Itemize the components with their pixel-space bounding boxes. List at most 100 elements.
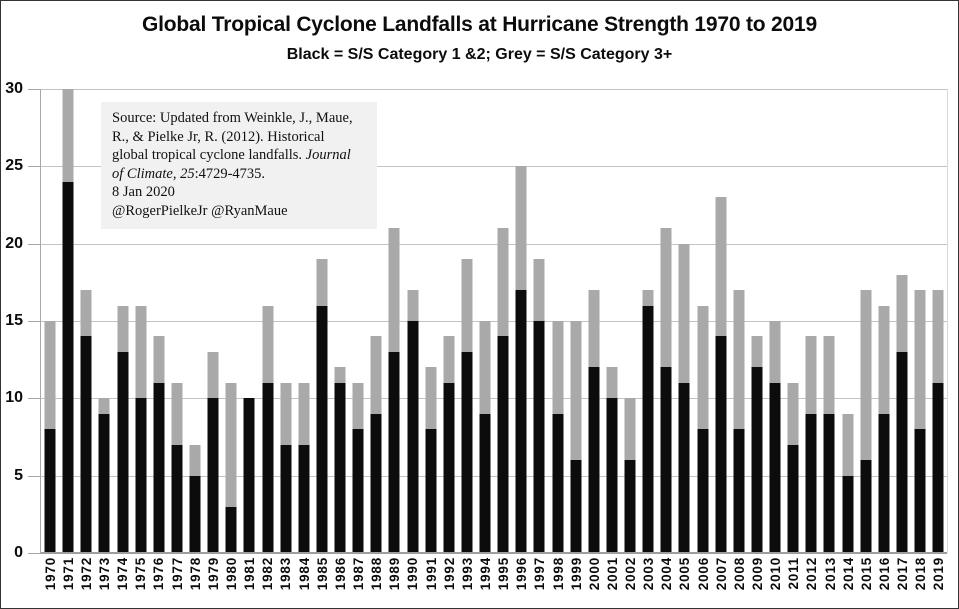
bar-column-1982 xyxy=(259,89,277,553)
x-axis-cell-1978: 1978 xyxy=(186,557,204,605)
x-axis-year-label-1989: 1989 xyxy=(387,557,403,591)
bar-segment-cat12-2002 xyxy=(624,460,636,553)
bar-column-1993 xyxy=(458,89,476,553)
bar-column-1998 xyxy=(549,89,567,553)
bar-segment-cat12-1975 xyxy=(135,398,147,553)
bar-column-1974 xyxy=(114,89,132,553)
bar-segment-cat12-1994 xyxy=(479,414,491,553)
x-axis-cell-1996: 1996 xyxy=(513,557,531,605)
bar-segment-cat3plus-1970 xyxy=(44,321,56,429)
bar-column-1980 xyxy=(222,89,240,553)
bar-segment-cat12-1997 xyxy=(533,321,545,553)
bar-column-1987 xyxy=(349,89,367,553)
bar-column-2006 xyxy=(694,89,712,553)
bar-segment-cat3plus-1983 xyxy=(280,383,292,445)
x-axis-cell-1998: 1998 xyxy=(549,557,567,605)
bar-column-2001 xyxy=(603,89,621,553)
x-axis-year-label-2017: 2017 xyxy=(895,557,911,591)
bar-column-2015 xyxy=(857,89,875,553)
x-axis-cell-1986: 1986 xyxy=(331,557,349,605)
y-tick-label-5: 5 xyxy=(14,466,23,484)
x-axis-year-label-2001: 2001 xyxy=(604,557,620,591)
bar-segment-cat12-1978 xyxy=(189,476,201,553)
bar-segment-cat12-1989 xyxy=(388,352,400,553)
x-axis-cell-2009: 2009 xyxy=(748,557,766,605)
source-text: :4729-4735. xyxy=(194,165,266,182)
y-tick-mark-15 xyxy=(28,321,41,322)
x-axis-cell-2003: 2003 xyxy=(640,557,658,605)
x-axis-cell-1993: 1993 xyxy=(458,557,476,605)
x-axis-cell-2007: 2007 xyxy=(712,557,730,605)
x-axis-cell-1971: 1971 xyxy=(59,557,77,605)
bar-segment-cat3plus-2012 xyxy=(805,336,817,414)
gridline-15 xyxy=(41,321,947,322)
bar-segment-cat12-1971 xyxy=(62,182,74,553)
source-text: , xyxy=(172,165,181,182)
x-axis-year-label-1975: 1975 xyxy=(133,557,149,591)
bar-column-2019 xyxy=(929,89,947,553)
bar-column-2010 xyxy=(766,89,784,553)
bar-segment-cat12-2000 xyxy=(588,367,600,553)
bar-segment-cat3plus-1994 xyxy=(479,321,491,414)
bar-column-2008 xyxy=(730,89,748,553)
x-axis-year-label-2009: 2009 xyxy=(750,557,766,591)
bar-segment-cat3plus-2010 xyxy=(769,321,781,383)
x-axis-cell-2013: 2013 xyxy=(821,557,839,605)
x-axis-cell-2008: 2008 xyxy=(730,557,748,605)
bar-segment-cat3plus-1985 xyxy=(316,259,328,306)
x-axis-year-label-1981: 1981 xyxy=(242,557,258,591)
x-axis-cell-2011: 2011 xyxy=(785,557,803,605)
x-axis-cell-1981: 1981 xyxy=(241,557,259,605)
bar-segment-cat3plus-2011 xyxy=(787,383,799,445)
bar-column-1977 xyxy=(168,89,186,553)
x-axis-year-label-1991: 1991 xyxy=(423,557,439,591)
x-axis-cell-2014: 2014 xyxy=(839,557,857,605)
bar-column-2018 xyxy=(911,89,929,553)
x-axis-year-label-2016: 2016 xyxy=(877,557,893,591)
bar-column-2013 xyxy=(820,89,838,553)
bar-segment-cat3plus-1977 xyxy=(171,383,183,445)
x-axis-year-label-1979: 1979 xyxy=(205,557,221,591)
x-axis-cell-1991: 1991 xyxy=(422,557,440,605)
x-axis-year-label-2007: 2007 xyxy=(713,557,729,591)
y-tick-label-20: 20 xyxy=(5,234,23,252)
x-axis-year-label-2015: 2015 xyxy=(858,557,874,591)
x-axis-cell-1984: 1984 xyxy=(295,557,313,605)
bar-segment-cat3plus-2013 xyxy=(823,336,835,414)
bar-segment-cat12-2013 xyxy=(823,414,835,553)
bar-column-1990 xyxy=(404,89,422,553)
bar-column-1994 xyxy=(476,89,494,553)
bar-column-1986 xyxy=(331,89,349,553)
x-axis-cell-1988: 1988 xyxy=(368,557,386,605)
bar-segment-cat12-2014 xyxy=(842,476,854,553)
bar-segment-cat12-2019 xyxy=(932,383,944,553)
bar-segment-cat3plus-2003 xyxy=(642,290,654,306)
bar-segment-cat12-1976 xyxy=(153,383,165,553)
x-axis-cell-2016: 2016 xyxy=(875,557,893,605)
x-axis-year-label-1985: 1985 xyxy=(314,557,330,591)
bar-segment-cat12-2007 xyxy=(715,336,727,553)
bar-segment-cat3plus-2016 xyxy=(878,306,890,414)
bar-segment-cat12-2018 xyxy=(914,429,926,553)
x-axis-year-label-2006: 2006 xyxy=(695,557,711,591)
y-tick-label-15: 15 xyxy=(5,312,23,329)
y-axis: 0 5 10 15 20 25 30 xyxy=(1,81,41,561)
bar-segment-cat12-2004 xyxy=(660,367,672,553)
source-line-1: Source: Updated from Weinkle, J., Maue, xyxy=(112,109,369,128)
bar-segment-cat3plus-1972 xyxy=(80,290,92,336)
bar-column-2017 xyxy=(893,89,911,553)
bar-segment-cat3plus-2007 xyxy=(715,197,727,336)
bar-segment-cat12-1992 xyxy=(443,383,455,553)
bar-column-1978 xyxy=(186,89,204,553)
x-axis-cell-1992: 1992 xyxy=(440,557,458,605)
bar-segment-cat12-2011 xyxy=(787,445,799,553)
bar-segment-cat12-1986 xyxy=(334,383,346,553)
bar-segment-cat12-2012 xyxy=(805,414,817,553)
x-axis-year-label-1990: 1990 xyxy=(405,557,421,591)
chart-subtitle-legend: Black = S/S Category 1 &2; Grey = S/S Ca… xyxy=(286,46,673,63)
bar-segment-cat12-1974 xyxy=(117,352,129,553)
x-axis-year-label-1992: 1992 xyxy=(441,557,457,591)
bar-segment-cat12-2001 xyxy=(606,398,618,553)
bar-segment-cat3plus-2008 xyxy=(733,290,745,429)
